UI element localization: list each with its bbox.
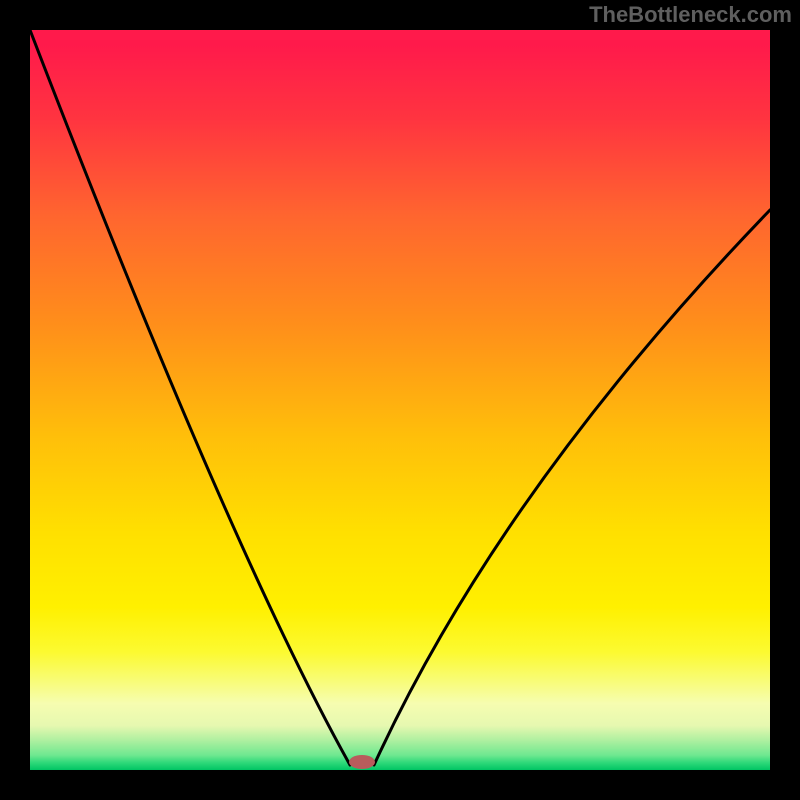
plot-area <box>30 30 770 770</box>
bottleneck-curve <box>30 30 770 770</box>
outer-frame: TheBottleneck.com <box>0 0 800 800</box>
curve-path <box>30 30 770 765</box>
minimum-marker <box>349 755 375 769</box>
watermark-text: TheBottleneck.com <box>589 2 792 28</box>
